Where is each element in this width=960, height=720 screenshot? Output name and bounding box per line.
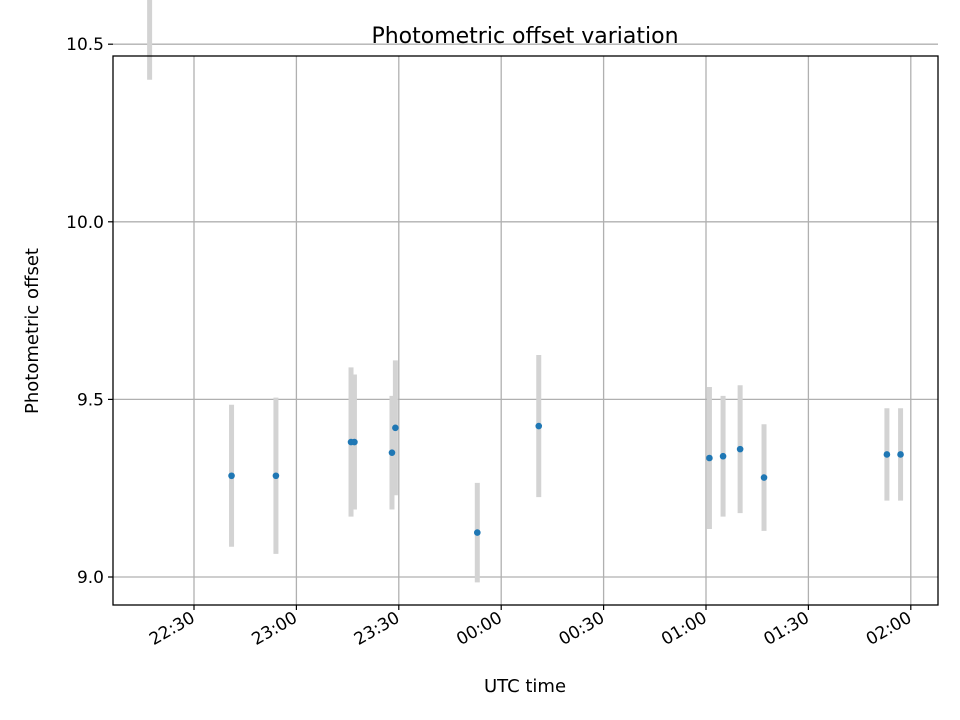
y-tick-label: 9.0 — [77, 568, 104, 588]
x-axis-label: UTC time — [484, 676, 566, 697]
data-point — [897, 451, 904, 458]
data-points — [228, 422, 904, 536]
x-axis-ticks: 22:30 23:00 23:30 00:00 00:30 01:00 01:30 02:00 — [146, 605, 915, 650]
data-point — [392, 424, 399, 432]
data-point — [388, 449, 396, 456]
data-point — [719, 452, 727, 460]
error-bars — [147, 0, 904, 583]
data-point — [760, 474, 768, 481]
x-tick-label: 02:00 — [863, 608, 915, 650]
x-tick-label: 23:30 — [351, 608, 403, 650]
y-axis-label: Photometric offset — [22, 248, 43, 414]
x-tick-label: 01:00 — [658, 608, 710, 650]
data-point — [228, 472, 235, 480]
plot-frame — [112, 55, 939, 606]
x-tick-label: 23:00 — [248, 608, 300, 650]
data-point — [351, 438, 358, 446]
x-tick-label: 00:30 — [556, 608, 608, 650]
grid — [113, 43, 938, 605]
y-tick-label: 9.5 — [77, 390, 104, 410]
data-point — [535, 422, 543, 430]
x-tick-label: 22:30 — [146, 608, 198, 650]
y-axis-ticks: 9.09.510.010.511.011.5 — [66, 35, 113, 588]
data-point — [883, 451, 891, 458]
data-point — [272, 472, 280, 480]
data-point — [736, 445, 744, 453]
chart-title: Photometric offset variation — [371, 24, 678, 49]
y-tick-label: 10.0 — [66, 213, 104, 233]
x-tick-label: 01:30 — [760, 608, 812, 650]
x-tick-label: 00:00 — [453, 608, 505, 650]
y-tick-label: 10.5 — [66, 35, 104, 55]
data-point — [474, 529, 481, 536]
data-point — [706, 454, 713, 462]
